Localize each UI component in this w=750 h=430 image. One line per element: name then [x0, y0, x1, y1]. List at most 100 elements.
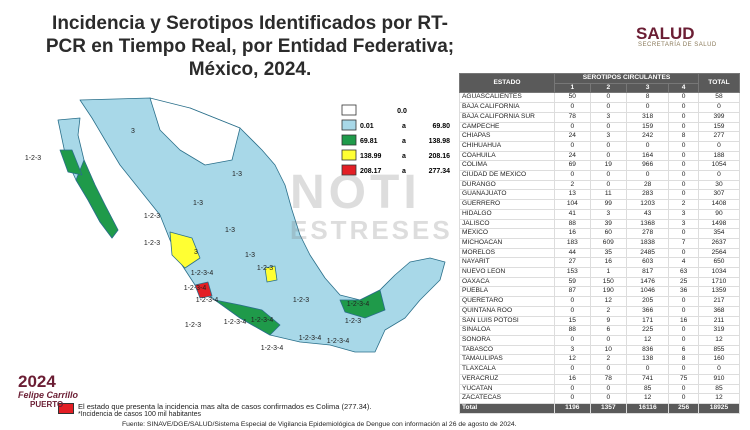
- map-label: 1-3: [225, 227, 235, 234]
- state-shape: [75, 159, 119, 239]
- table-cell: 0: [625, 102, 670, 113]
- footer-logo: 2024: [18, 372, 56, 391]
- table-row: QUERETARO 0 12 205 0 217: [459, 296, 741, 307]
- table-row: COAHUILA 24 0 164 0 188: [459, 150, 741, 162]
- table-cell: 160: [697, 354, 741, 366]
- table-cell: 24: [554, 150, 591, 162]
- table-cell: MORELOS: [459, 247, 555, 259]
- table-row: TAMAULIPAS 12 2 138 8 160: [459, 354, 741, 366]
- table-cell: 319: [697, 325, 741, 336]
- table-row: JALISCO 88 39 1368 3 1498: [459, 218, 741, 230]
- table-cell: 0: [554, 170, 591, 181]
- table-cell: SONORA: [459, 334, 555, 346]
- table-cell: 2: [554, 179, 591, 191]
- table-cell: BAJA CALIFORNIA: [459, 102, 555, 113]
- table-cell: 85: [697, 383, 741, 395]
- table-cell: 4: [668, 257, 699, 269]
- table-row: BAJA CALIFORNIA SUR 78 3 318 0 399: [459, 111, 741, 123]
- table-cell: 0: [554, 121, 591, 133]
- table-cell: 211: [697, 315, 741, 327]
- table-cell: 1034: [697, 267, 741, 278]
- table-row: ZACATECAS 0 0 12 0 12: [459, 393, 741, 404]
- table-cell: 1: [589, 267, 627, 278]
- table-cell: 225: [625, 325, 670, 336]
- table-cell: 256: [668, 402, 699, 414]
- table-cell: 69: [554, 160, 591, 172]
- table-row: AGUASCALIENTES 50 0 8 0 58: [459, 92, 741, 104]
- legend-label: 208.16: [429, 153, 451, 160]
- table-cell: CIUDAD DE MEXICO: [459, 170, 555, 181]
- legend-label: a: [402, 168, 406, 175]
- table-cell: 159: [625, 121, 670, 133]
- table-row: VERACRUZ 16 78 741 75 910: [459, 373, 741, 385]
- map-label: 1-2-3-4: [184, 285, 207, 292]
- table-cell: COLIMA: [459, 160, 555, 172]
- table-row: OAXACA 59 150 1476 25 1710: [459, 276, 741, 288]
- table-cell: 855: [697, 344, 741, 356]
- data-table: ESTADO SEROTIPOS CIRCULANTES TOTAL 1 2 3 4 AGUA…: [459, 72, 741, 414]
- table-cell: 3: [589, 111, 627, 123]
- table-cell: TABASCO: [459, 344, 555, 356]
- table-row: CHIHUAHUA 0 0 0 0 0: [459, 140, 741, 152]
- title-line: Incidencia y Serotipos Identificados por…: [52, 13, 448, 34]
- table-cell: TLAXCALA: [459, 364, 555, 375]
- table-cell: 88: [554, 325, 591, 336]
- table-cell: 836: [625, 344, 670, 356]
- table-cell: 0: [668, 247, 699, 259]
- table-cell: CHIHUAHUA: [459, 140, 555, 152]
- table-cell: 0: [668, 170, 699, 181]
- map-label: 1-2-3: [144, 213, 160, 220]
- table-cell: 12: [589, 296, 627, 307]
- table-cell: 0: [668, 334, 699, 346]
- table-cell: 0: [668, 383, 699, 395]
- table-cell: 58: [697, 92, 741, 104]
- state-shape: [264, 265, 278, 283]
- table-cell: 0: [589, 150, 627, 162]
- table-cell: 44: [554, 247, 591, 259]
- state-shape: [214, 299, 281, 336]
- table-cell: 2: [589, 354, 627, 366]
- table-cell: ZACATECAS: [459, 393, 555, 404]
- table-cell: 1196: [554, 402, 591, 414]
- table-cell: 1046: [625, 286, 670, 298]
- table-cell: VERACRUZ: [459, 373, 555, 385]
- state-shape: [149, 97, 241, 166]
- table-cell: SINALOA: [459, 325, 555, 336]
- table-cell: 0: [668, 296, 699, 307]
- table-cell: 0: [668, 92, 699, 104]
- legend-swatch: [341, 119, 357, 131]
- table-row: QUINTANA ROO 0 2 366 0 368: [459, 305, 741, 317]
- source-note: Fuente: SINAVE/DGE/SALUD/Sistema Especia…: [122, 421, 517, 428]
- table-cell: 2: [668, 199, 699, 210]
- table-cell: 183: [554, 237, 591, 249]
- table-cell: 0: [554, 140, 591, 152]
- table-cell: 2485: [625, 247, 670, 259]
- table-cell: QUERETARO: [459, 296, 555, 307]
- highlight-swatch: [58, 403, 74, 414]
- legend-label: 277.34: [429, 168, 451, 175]
- table-cell: 36: [668, 286, 699, 298]
- table-cell: 7: [668, 237, 699, 249]
- table-cell: 817: [625, 267, 670, 278]
- table-cell: Total: [459, 402, 555, 414]
- table-row: GUERRERO 104 99 1203 2 1408: [459, 199, 741, 210]
- table-cell: 0: [668, 325, 699, 336]
- table-cell: MEXICO: [459, 228, 555, 239]
- table-cell: 159: [697, 121, 741, 133]
- table-cell: 278: [625, 228, 670, 239]
- table-cell: PUEBLA: [459, 286, 555, 298]
- table-row: HIDALGO 41 3 43 3 90: [459, 208, 741, 220]
- legend-label: 0.0: [397, 108, 407, 115]
- table-cell: 87: [554, 286, 591, 298]
- table-cell: 6: [668, 344, 699, 356]
- map-label: 1-2-3-4: [196, 297, 219, 304]
- legend-swatch: [341, 104, 357, 116]
- table-cell: 39: [589, 218, 627, 230]
- table-cell: 0: [554, 393, 591, 404]
- table-cell: 11: [589, 189, 627, 201]
- table-cell: 12: [625, 393, 670, 404]
- map-label: 1-2-3: [144, 240, 160, 247]
- table-cell: 2: [589, 305, 627, 317]
- table-cell: 0: [668, 121, 699, 133]
